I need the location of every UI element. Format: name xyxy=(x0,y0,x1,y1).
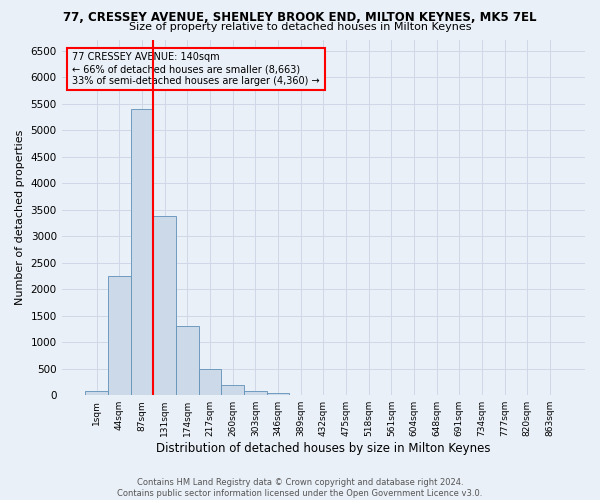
Text: 77, CRESSEY AVENUE, SHENLEY BROOK END, MILTON KEYNES, MK5 7EL: 77, CRESSEY AVENUE, SHENLEY BROOK END, M… xyxy=(63,11,537,24)
Bar xyxy=(266,392,289,395)
X-axis label: Distribution of detached houses by size in Milton Keynes: Distribution of detached houses by size … xyxy=(156,442,491,455)
Y-axis label: Number of detached properties: Number of detached properties xyxy=(15,130,25,306)
Bar xyxy=(199,369,221,395)
Bar xyxy=(244,391,266,395)
Bar xyxy=(154,216,176,395)
Bar xyxy=(108,276,131,395)
Text: 77 CRESSEY AVENUE: 140sqm
← 66% of detached houses are smaller (8,663)
33% of se: 77 CRESSEY AVENUE: 140sqm ← 66% of detac… xyxy=(72,52,320,86)
Bar xyxy=(221,386,244,395)
Bar xyxy=(176,326,199,395)
Text: Contains HM Land Registry data © Crown copyright and database right 2024.
Contai: Contains HM Land Registry data © Crown c… xyxy=(118,478,482,498)
Bar xyxy=(85,391,108,395)
Text: Size of property relative to detached houses in Milton Keynes: Size of property relative to detached ho… xyxy=(129,22,471,32)
Bar xyxy=(131,109,154,395)
